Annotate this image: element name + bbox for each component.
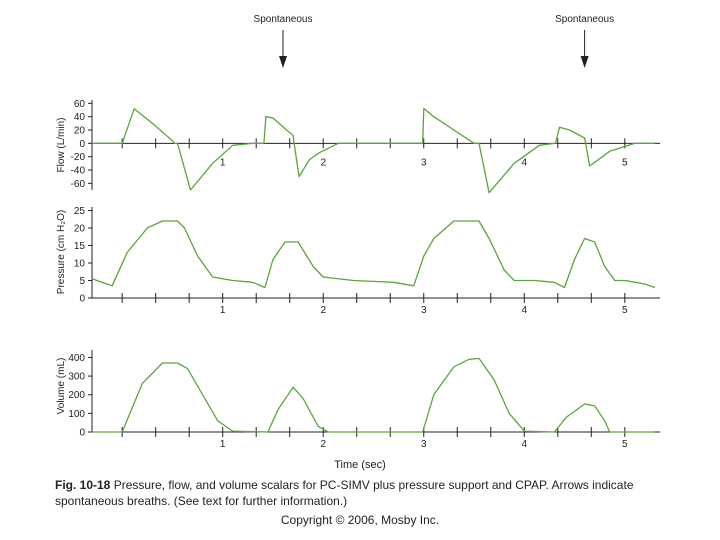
- pressure-y-tick-label: 10: [74, 259, 86, 270]
- flow-y-tick-label: 20: [74, 126, 86, 137]
- volume-series-line: [92, 357, 655, 433]
- figure-caption: Fig. 10-18 Pressure, flow, and volume sc…: [55, 477, 675, 509]
- volume-x-tick-label: 1: [220, 439, 226, 450]
- flow-y-tick-label: 60: [74, 99, 86, 110]
- pressure-x-tick-label: 1: [220, 305, 226, 316]
- flow-panel: Flow (L/min) 60 40 20 0 -20 -40 -60 1 2 3 4 5: [56, 99, 660, 194]
- flow-x-tick-label: 1: [220, 157, 226, 168]
- volume-x-tick-label: 2: [320, 439, 326, 450]
- flow-y-tick-label: 0: [79, 139, 85, 150]
- volume-x-tick-label: 3: [421, 439, 427, 450]
- flow-x-tick-label: 2: [320, 157, 326, 168]
- copyright-notice: Copyright © 2006, Mosby Inc.: [280, 513, 440, 527]
- flow-y-tick-label: 40: [74, 112, 86, 123]
- volume-y-tick-label: 400: [68, 353, 85, 364]
- pressure-panel: Pressure (cm H₂O) 25 20 15 10 5 0 1 2 3 4 5: [56, 206, 660, 316]
- volume-y-tick-label: 300: [68, 372, 85, 383]
- pressure-y-tick-label: 0: [79, 294, 85, 305]
- pressure-y-tick-label: 25: [74, 206, 86, 217]
- flow-series-line: [92, 108, 655, 194]
- caption-text: Pressure, flow, and volume scalars for P…: [55, 478, 634, 508]
- volume-x-tick-label: 5: [622, 439, 628, 450]
- pressure-x-tick-label: 3: [421, 305, 427, 316]
- flow-y-tick-label: -20: [71, 152, 86, 163]
- spontaneous-arrow-1-icon: [279, 56, 288, 68]
- volume-x-tick-label: 4: [522, 439, 528, 450]
- pressure-x-tick-label: 2: [320, 305, 326, 316]
- x-axis-label: Time (sec): [334, 459, 386, 471]
- flow-x-tick-label: 5: [622, 157, 628, 168]
- volume-y-tick-label: 200: [68, 390, 85, 401]
- flow-y-tick-label: -60: [71, 179, 86, 190]
- pressure-y-tick-label: 5: [79, 276, 85, 287]
- pressure-x-tick-label: 5: [622, 305, 628, 316]
- figure-number: Fig. 10-18: [55, 478, 111, 492]
- pressure-y-tick-label: 15: [74, 241, 86, 252]
- volume-y-tick-label: 100: [68, 409, 85, 420]
- pressure-series-line: [91, 220, 656, 289]
- volume-axis-label: Volume (mL): [56, 358, 67, 415]
- spontaneous-arrow-2-icon: [580, 56, 589, 68]
- flow-y-tick-label: -40: [71, 166, 86, 177]
- pressure-axis-label: Pressure (cm H₂O): [56, 210, 67, 294]
- flow-x-tick-label: 3: [421, 157, 427, 168]
- flow-axis-label: Flow (L/min): [56, 117, 67, 172]
- flow-x-tick-label: 4: [522, 157, 528, 168]
- pressure-x-tick-label: 4: [522, 305, 528, 316]
- spontaneous-label-2: Spontaneous: [555, 14, 614, 25]
- spontaneous-label-1: Spontaneous: [254, 14, 313, 25]
- pressure-y-tick-label: 20: [74, 224, 86, 235]
- volume-panel: Volume (mL) 400 300 200 100 0 1 2 3 4 5: [56, 350, 660, 450]
- volume-y-tick-label: 0: [79, 428, 85, 439]
